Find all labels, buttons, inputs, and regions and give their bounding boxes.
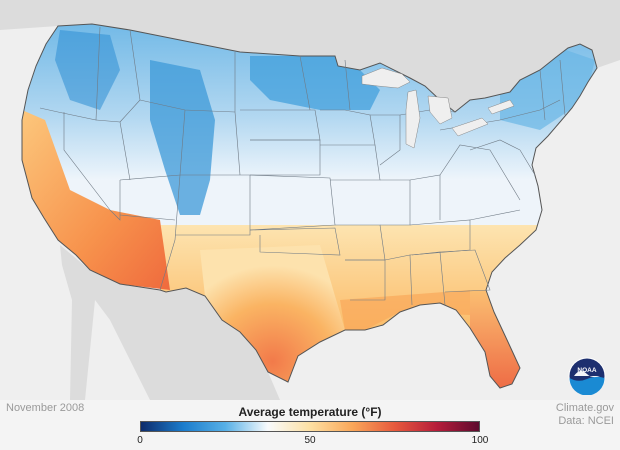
map-area [0,0,620,400]
credits: Climate.gov Data: NCEI [556,402,614,428]
legend-tick-mid: 50 [304,435,316,446]
state-borders [39,26,566,306]
legend-tick-max: 100 [471,435,489,446]
legend-colorbar [140,421,480,432]
temperature-map [0,0,620,400]
noaa-logo: NOAA [568,357,606,395]
great-lakes [361,67,515,149]
map-date: November 2008 [6,402,85,414]
mexico-land [60,245,280,400]
credit-data-source: Data: NCEI [558,415,614,427]
legend-title: Average temperature (°F) [238,405,382,419]
noaa-logo-text: NOAA [577,367,596,374]
credit-site: Climate.gov [555,402,614,414]
legend-tick-min: 0 [137,435,143,446]
